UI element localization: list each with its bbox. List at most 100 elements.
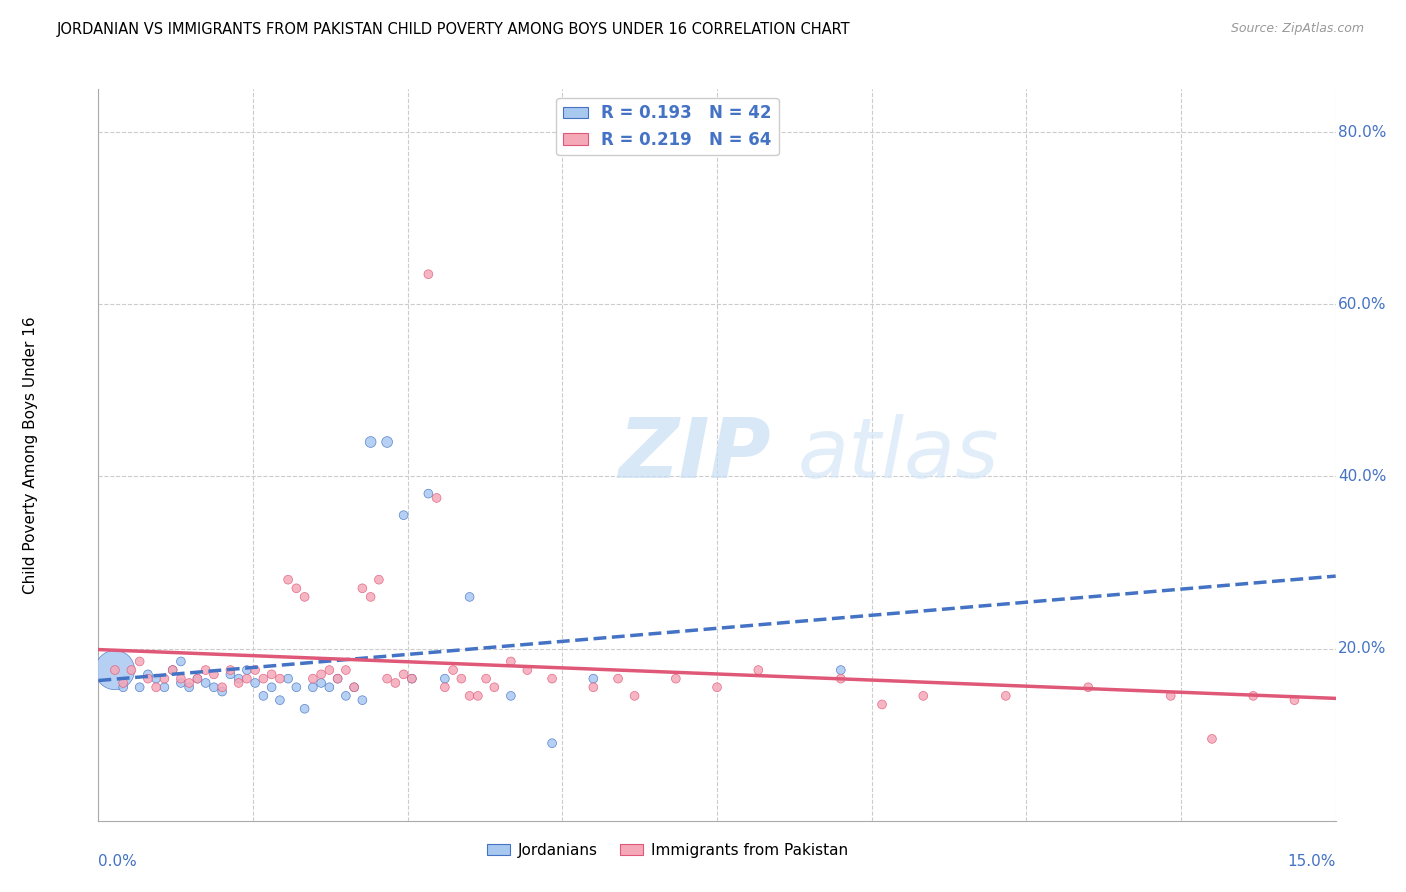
Point <box>450 672 472 686</box>
Point <box>499 689 522 703</box>
Point <box>120 663 142 677</box>
Point <box>236 672 259 686</box>
Legend: Jordanians, Immigrants from Pakistan: Jordanians, Immigrants from Pakistan <box>481 837 855 864</box>
Text: 40.0%: 40.0% <box>1339 469 1386 484</box>
Point <box>179 680 201 694</box>
Point <box>1201 731 1223 746</box>
Point <box>170 676 193 690</box>
Point <box>285 582 308 596</box>
Point <box>302 680 325 694</box>
Point <box>228 672 250 686</box>
Point <box>136 667 159 681</box>
Point <box>499 655 522 669</box>
Point <box>516 663 538 677</box>
Text: 0.0%: 0.0% <box>98 854 138 869</box>
Point <box>194 676 217 690</box>
Point <box>269 672 291 686</box>
Point <box>211 684 233 698</box>
Point <box>145 672 167 686</box>
Point <box>104 663 127 677</box>
Point <box>1284 693 1306 707</box>
Point <box>352 582 374 596</box>
Point <box>484 680 506 694</box>
Point <box>830 672 852 686</box>
Point <box>418 486 440 500</box>
Point <box>194 663 217 677</box>
Point <box>260 680 283 694</box>
Point <box>441 663 464 677</box>
Point <box>706 680 728 694</box>
Point <box>260 667 283 681</box>
Point <box>277 672 299 686</box>
Point <box>582 680 605 694</box>
Point <box>243 663 266 677</box>
Point <box>326 672 349 686</box>
Point <box>318 663 340 677</box>
Point <box>145 680 167 694</box>
Point <box>186 672 208 686</box>
Point <box>219 663 242 677</box>
Point <box>433 680 456 694</box>
Point <box>285 680 308 694</box>
Point <box>343 680 366 694</box>
Point <box>1077 680 1099 694</box>
Point <box>401 672 423 686</box>
Point <box>1241 689 1264 703</box>
Point <box>367 573 389 587</box>
Text: atlas: atlas <box>797 415 1000 495</box>
Point <box>162 663 184 677</box>
Point <box>335 689 357 703</box>
Point <box>582 672 605 686</box>
Point <box>153 680 176 694</box>
Text: 15.0%: 15.0% <box>1288 854 1336 869</box>
Point <box>665 672 688 686</box>
Point <box>252 672 274 686</box>
Point <box>360 435 382 450</box>
Point <box>104 663 127 677</box>
Point <box>228 676 250 690</box>
Point <box>318 680 340 694</box>
Point <box>309 667 332 681</box>
Point <box>211 680 233 694</box>
Text: 60.0%: 60.0% <box>1339 297 1386 312</box>
Point <box>162 663 184 677</box>
Point <box>352 693 374 707</box>
Point <box>186 672 208 686</box>
Point <box>541 736 564 750</box>
Point <box>294 590 316 604</box>
Point <box>475 672 498 686</box>
Point <box>1160 689 1182 703</box>
Point <box>277 573 299 587</box>
Point <box>170 655 193 669</box>
Point <box>179 676 201 690</box>
Point <box>375 435 398 450</box>
Point <box>747 663 769 677</box>
Point <box>870 698 893 712</box>
Point <box>426 491 449 505</box>
Point <box>202 680 225 694</box>
Point <box>458 689 481 703</box>
Point <box>830 663 852 677</box>
Point <box>302 672 325 686</box>
Point <box>375 672 398 686</box>
Point <box>458 590 481 604</box>
Point <box>243 676 266 690</box>
Point <box>401 672 423 686</box>
Point <box>128 655 150 669</box>
Point <box>541 672 564 686</box>
Point <box>112 680 135 694</box>
Point <box>360 590 382 604</box>
Point <box>392 508 415 523</box>
Text: JORDANIAN VS IMMIGRANTS FROM PAKISTAN CHILD POVERTY AMONG BOYS UNDER 16 CORRELAT: JORDANIAN VS IMMIGRANTS FROM PAKISTAN CH… <box>56 22 849 37</box>
Point <box>309 676 332 690</box>
Point <box>418 267 440 281</box>
Text: ZIP: ZIP <box>619 415 770 495</box>
Point <box>326 672 349 686</box>
Point <box>170 672 193 686</box>
Point <box>343 680 366 694</box>
Point <box>623 689 645 703</box>
Text: Source: ZipAtlas.com: Source: ZipAtlas.com <box>1230 22 1364 36</box>
Point <box>607 672 630 686</box>
Text: 20.0%: 20.0% <box>1339 641 1386 656</box>
Text: 80.0%: 80.0% <box>1339 125 1386 140</box>
